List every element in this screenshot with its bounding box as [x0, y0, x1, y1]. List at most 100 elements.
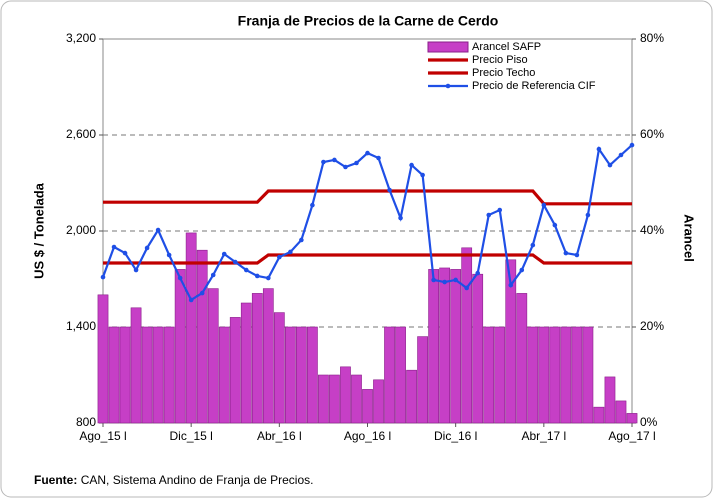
bar: [450, 269, 462, 424]
marker: [409, 162, 414, 168]
bar: [461, 247, 473, 424]
marker: [310, 202, 315, 208]
bar: [141, 326, 153, 424]
bar: [604, 376, 616, 424]
y2-tick-label: 20%: [640, 319, 664, 333]
source: Fuente: CAN, Sistema Andino de Franja de…: [34, 473, 313, 487]
marker: [629, 142, 635, 148]
bar: [251, 293, 263, 424]
marker: [343, 164, 348, 170]
bar: [527, 326, 539, 424]
marker: [519, 267, 525, 273]
y-tick-label: 800: [76, 415, 96, 429]
marker: [243, 267, 249, 273]
line: [103, 253, 632, 265]
marker: [497, 207, 503, 213]
y2-tick-label: 0%: [640, 415, 658, 429]
marker: [354, 160, 359, 166]
bar: [516, 293, 528, 424]
marker: [210, 272, 216, 278]
marker: [177, 275, 183, 281]
bar: [549, 326, 561, 424]
marker: [332, 157, 337, 163]
bar: [560, 326, 572, 424]
bar: [262, 288, 274, 424]
legend-label: Precio Techo: [472, 67, 535, 79]
marker: [277, 254, 282, 260]
bar: [384, 326, 395, 424]
y2-tick-label: 60%: [640, 127, 664, 141]
y2-tick-label: 40%: [640, 223, 664, 237]
y-tick-label: 3,200: [66, 31, 96, 45]
bar: [307, 326, 318, 424]
bar: [130, 307, 142, 424]
marker: [100, 274, 106, 280]
bar: [273, 312, 285, 424]
x-tick-label: Dic_15 l: [169, 429, 212, 443]
marker: [254, 273, 260, 279]
source-text: CAN, Sistema Andino de Franja de Precios…: [81, 473, 314, 487]
marker: [541, 202, 547, 208]
marker: [431, 277, 436, 283]
bar: [373, 379, 384, 424]
marker: [563, 250, 569, 256]
marker: [376, 155, 381, 161]
bar: [395, 326, 406, 424]
marker: [111, 244, 117, 250]
bar: [97, 294, 109, 424]
marker: [442, 279, 447, 285]
marker: [530, 242, 536, 248]
bar: [207, 288, 219, 424]
marker: [596, 146, 602, 152]
bar: [185, 232, 197, 424]
marker: [508, 282, 514, 288]
bar: [119, 326, 131, 424]
bar: [428, 269, 439, 424]
marker: [199, 290, 205, 296]
bar: [152, 326, 164, 424]
bar: [351, 374, 362, 424]
marker: [398, 215, 403, 221]
source-label: Fuente:: [34, 473, 77, 487]
marker: [453, 277, 458, 283]
bar: [163, 326, 175, 424]
bar: [626, 413, 638, 424]
bar: [505, 259, 517, 424]
bar: [196, 249, 208, 424]
legend-swatch: [427, 41, 469, 53]
bar: [240, 302, 252, 424]
bar: [472, 273, 484, 424]
marker: [221, 251, 227, 257]
marker: [188, 297, 194, 303]
bar: [406, 369, 417, 424]
bar: [318, 374, 329, 424]
marker: [552, 222, 558, 228]
marker: [486, 212, 492, 218]
legend-marker: [445, 83, 451, 89]
marker: [464, 285, 469, 291]
bar: [582, 326, 594, 424]
x-tick-label: Dic_16 l: [434, 429, 477, 443]
marker: [618, 152, 624, 158]
y2-axis-label: Arancel: [682, 214, 697, 262]
marker: [122, 250, 128, 256]
bar: [483, 326, 495, 424]
y-tick-label: 2,000: [66, 223, 96, 237]
y-tick-label: 1,400: [66, 319, 96, 333]
y2-tick-label: 80%: [640, 31, 664, 45]
marker: [155, 227, 161, 233]
bar: [229, 317, 241, 424]
marker: [585, 212, 591, 218]
bar: [174, 269, 186, 424]
legend-label: Precio Piso: [472, 54, 528, 66]
y-axis-label: US $ / Tonelada: [31, 182, 46, 279]
bar: [296, 326, 307, 424]
bar: [108, 326, 120, 424]
legend-label: Arancel SAFP: [472, 41, 541, 53]
bar: [615, 400, 627, 424]
marker: [365, 150, 370, 156]
marker: [387, 187, 392, 193]
x-tick-label: Ago_17 l: [608, 429, 655, 443]
marker: [144, 245, 150, 251]
